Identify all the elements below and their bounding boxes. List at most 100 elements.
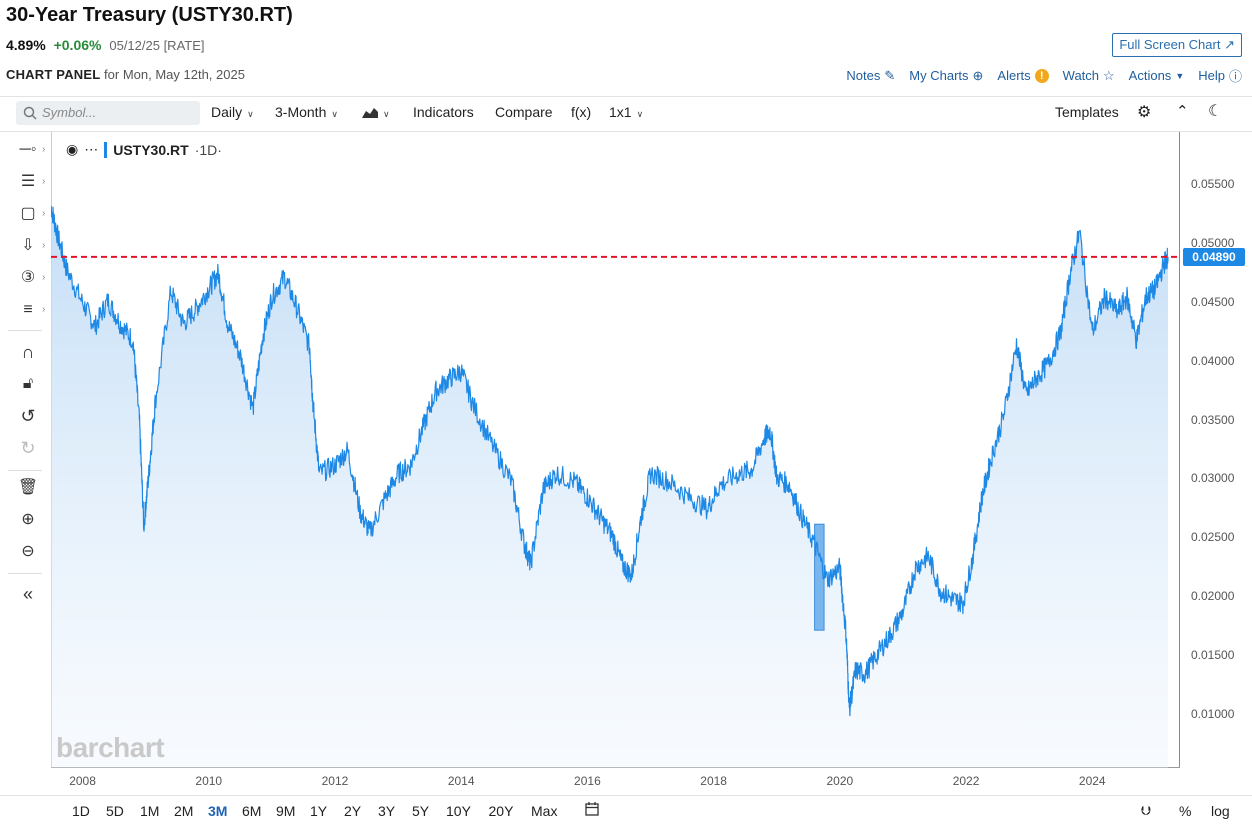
expand-arrow-icon: ↗	[1224, 37, 1235, 52]
x-tick-label: 2014	[447, 774, 475, 788]
chevron-down-icon: ∨	[636, 109, 644, 119]
my-charts-label: My Charts	[909, 68, 969, 83]
trash-icon[interactable]: 🗑︎	[17, 479, 39, 496]
y-tick-label: 0.02000	[1191, 589, 1235, 604]
fx-button[interactable]: f(x)	[571, 104, 592, 120]
my-charts-link[interactable]: My Charts ⊕	[909, 66, 983, 85]
range-button-6m[interactable]: 6M	[242, 803, 262, 819]
measure-tool-icon[interactable]: ≡ ›	[23, 301, 46, 318]
range-button-9m[interactable]: 9M	[276, 803, 296, 819]
y-tick-label: 0.03500	[1191, 412, 1235, 427]
y-tick-label: 0.01000	[1191, 707, 1235, 721]
range-button-max[interactable]: Max	[531, 803, 558, 819]
range-button-1y[interactable]: 1Y	[310, 803, 328, 819]
y-tick-label: 0.03000	[1191, 471, 1235, 486]
magnet-icon[interactable]: ∩	[21, 342, 35, 362]
symbol-search-input[interactable]: Symbol...	[16, 101, 200, 125]
tools-divider	[8, 470, 42, 471]
last-value-tag: 0.04890	[1183, 247, 1245, 266]
collapse-left-icon[interactable]: «	[22, 584, 33, 604]
range-button-5d[interactable]: 5D	[106, 803, 124, 819]
notes-link[interactable]: Notes ✎	[846, 66, 895, 85]
actions-menu[interactable]: Actions ▼	[1129, 66, 1185, 85]
watch-label: Watch	[1062, 68, 1100, 83]
notes-label: Notes	[846, 68, 881, 83]
redo-icon[interactable]: ↻	[20, 438, 36, 458]
range-button-1d[interactable]: 1D	[72, 803, 90, 819]
range-bar: ⮋ % log 1D 5D 1M 2M 3M 6M 9M 1Y 2Y 3Y 5Y 10Y 20Y Max	[0, 795, 1252, 826]
percent-toggle[interactable]: %	[1179, 803, 1192, 819]
settings-gear-icon[interactable]: ⚙	[1137, 104, 1152, 121]
y-axis[interactable]: 0.05500 0.05000 0.04500 0.04000 0.03500 0.030…	[1180, 132, 1252, 768]
arrow-down-tool-icon[interactable]: ⇩ ›	[21, 237, 46, 254]
barchart-watermark: barchart	[56, 732, 165, 763]
price-chart-svg[interactable]	[51, 132, 1180, 768]
range-select[interactable]: 3-Month ∨	[275, 104, 338, 120]
series-line	[51, 205, 1169, 717]
more-dots-icon[interactable]: ⋯	[84, 141, 99, 157]
range-button-3y[interactable]: 3Y	[378, 803, 396, 819]
x-tick-label: 2020	[826, 774, 854, 788]
star-icon: ☆	[1103, 67, 1115, 83]
chart-area[interactable]	[51, 132, 1180, 768]
rectangle-tool-icon[interactable]: ▢ ›	[20, 205, 46, 222]
range-button-1m[interactable]: 1M	[140, 803, 160, 819]
zoom-in-icon[interactable]: ⊕	[21, 511, 35, 528]
range-button-2m[interactable]: 2M	[174, 803, 194, 819]
chart-type-select[interactable]: ∨	[362, 104, 390, 120]
chart-toolbar: Symbol... Daily ∨ 3-Month ∨ ∨ Indicators C…	[0, 96, 1252, 132]
page-title: 30-Year Treasury (USTY30.RT)	[6, 4, 293, 26]
caret-down-icon: ▼	[1175, 70, 1185, 81]
y-tick-label: 0.05500	[1191, 177, 1235, 191]
compare-button[interactable]: Compare	[495, 104, 553, 120]
chart-legend[interactable]: ◉ ⋯ USTY30.RT ·1D·	[66, 141, 222, 158]
double-chevron-down-icon[interactable]: ⮋	[1141, 803, 1151, 818]
eye-icon[interactable]: ◉	[66, 141, 79, 157]
zoom-out-icon[interactable]: ⊖	[21, 543, 35, 560]
range-button-10y[interactable]: 10Y	[446, 803, 471, 819]
dark-mode-moon-icon[interactable]: ☾	[1208, 103, 1223, 120]
x-tick-label: 2024	[1078, 774, 1106, 788]
range-label: 3-Month	[275, 104, 327, 120]
help-label: Help	[1198, 68, 1225, 83]
help-icon: ⓘ	[1228, 69, 1242, 84]
x-axis[interactable]: 2008 2010 2012 2014 2016 2018 2020 2022 2024	[51, 768, 1180, 792]
tools-divider	[8, 330, 42, 331]
fibonacci-tool-icon[interactable]: ☰ ›	[20, 173, 46, 190]
layout-label: 1x1	[609, 104, 632, 120]
area-chart-icon	[362, 108, 378, 118]
range-button-5y[interactable]: 5Y	[412, 803, 430, 819]
range-button-2y[interactable]: 2Y	[344, 803, 362, 819]
last-price: 4.89%	[6, 37, 46, 53]
unlock-icon[interactable]: 🔓︎	[22, 375, 34, 392]
tools-divider	[8, 573, 42, 574]
chevron-down-icon: ∨	[331, 109, 338, 119]
y-tick-label: 0.04000	[1191, 353, 1235, 368]
interval-select[interactable]: Daily ∨	[211, 104, 254, 120]
log-toggle[interactable]: log	[1211, 803, 1230, 819]
quote-line: 4.89% +0.06% 05/12/25 [RATE]	[6, 37, 205, 53]
line-tool-icon[interactable]: ─◦ ›	[19, 141, 46, 158]
help-link[interactable]: Help ⓘ	[1198, 66, 1242, 85]
pencil-icon: ✎	[884, 67, 896, 83]
count-3-tool-icon[interactable]: ③ ›	[20, 269, 46, 286]
calendar-icon[interactable]	[585, 802, 599, 819]
actions-label: Actions	[1128, 68, 1172, 83]
watch-link[interactable]: Watch ☆	[1063, 66, 1115, 85]
x-tick-label: 2016	[574, 774, 601, 788]
chevron-down-icon: ∨	[247, 109, 254, 119]
y-tick-label: 0.01500	[1191, 648, 1235, 663]
alerts-link[interactable]: Alerts!	[997, 66, 1049, 85]
collapse-up-icon[interactable]: ⌃	[1176, 103, 1189, 120]
templates-button[interactable]: Templates	[1055, 104, 1119, 120]
series-area-fill	[51, 206, 1168, 768]
full-screen-chart-button[interactable]: Full Screen Chart ↗	[1112, 33, 1242, 57]
range-button-20y[interactable]: 20Y	[488, 803, 514, 819]
x-tick-label: 2018	[700, 774, 727, 788]
range-button-3m[interactable]: 3M	[208, 803, 228, 819]
undo-icon[interactable]: ↺	[20, 406, 36, 426]
search-icon	[23, 106, 37, 120]
layout-select[interactable]: 1x1 ∨	[609, 104, 643, 120]
chart-panel-date: for Mon, May 12th, 2025	[104, 67, 245, 82]
indicators-button[interactable]: Indicators	[413, 104, 474, 120]
